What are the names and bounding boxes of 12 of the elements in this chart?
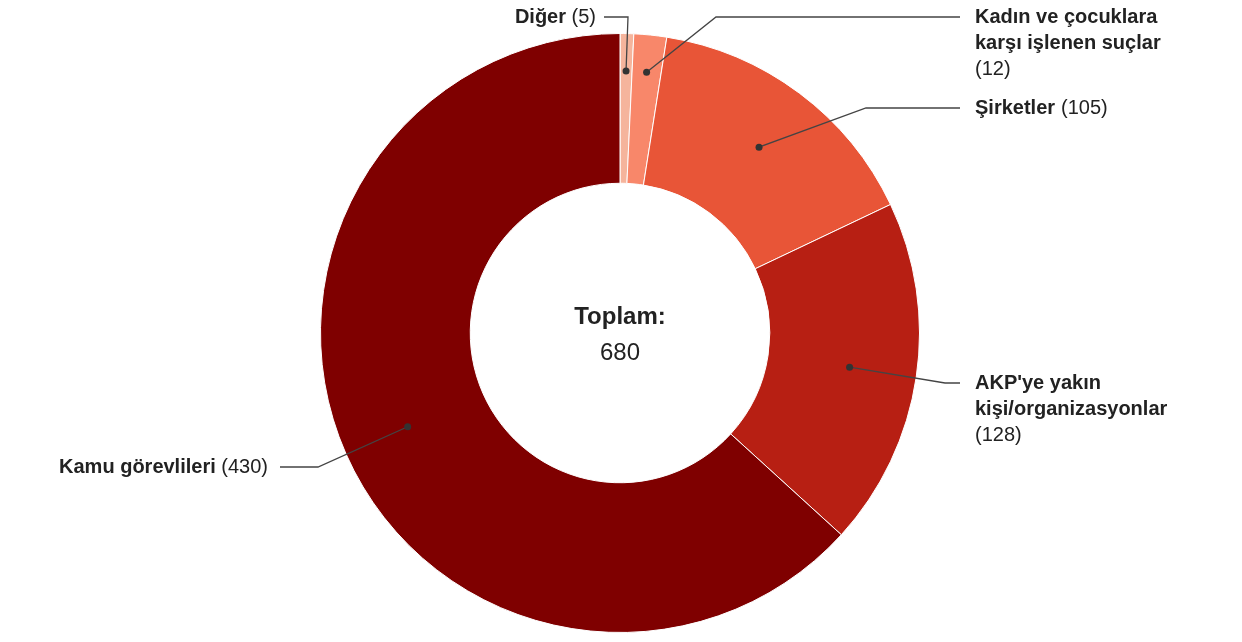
text: 680 (599, 337, 641, 365)
data-label: (128) (975, 422, 1022, 445)
slice-label: Kadın ve çocuklara karşı işlenen suçlar (975, 4, 1161, 53)
text: Toplam: (574, 301, 666, 329)
data-label: (105) (1061, 95, 1108, 118)
slice-label: Şirketler (975, 95, 1056, 118)
slice-label: AKP'ye yakın kişi/organizasyonlar (975, 370, 1168, 419)
data-label: (430) (215, 454, 268, 477)
slice-label: Diğer (514, 4, 567, 27)
data-label: (12) (975, 56, 1011, 79)
slice-label: Kamu görevlileri (59, 454, 216, 477)
data-label: (5) (566, 4, 596, 27)
